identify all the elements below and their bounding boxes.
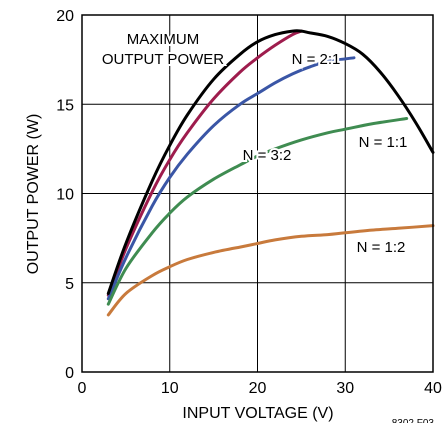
figure-id: 8302 F03	[392, 418, 435, 423]
tick-labels: 0 10 20 30 40 0 5 10 15 20	[56, 8, 442, 397]
series-label-1: N = 2:1	[292, 51, 341, 68]
series-line-0	[106, 29, 435, 295]
series-label-4: N = 1:2	[357, 239, 406, 256]
x-axis-title: INPUT VOLTAGE (V)	[182, 405, 333, 422]
series-line-2	[106, 56, 356, 301]
series-line-1	[106, 29, 303, 297]
y-tick-label: 0	[65, 365, 74, 382]
x-tick-label: 10	[161, 380, 179, 397]
series-label-2: N = 3:2	[243, 147, 292, 164]
series-label-0: MAXIMUM OUTPUT POWER	[102, 31, 224, 68]
y-tick-label: 20	[56, 8, 74, 25]
series-label-3: N = 1:1	[359, 134, 408, 151]
series-lines	[106, 29, 435, 317]
x-tick-label: 0	[78, 380, 87, 397]
y-axis-title: OUTPUT POWER (W)	[25, 114, 42, 275]
series-labels: MAXIMUM OUTPUT POWER N = 2:1 N = 3:2 N = 1:1…	[100, 29, 410, 258]
series-line-3	[106, 117, 409, 306]
y-tick-label: 5	[65, 276, 74, 293]
grid	[82, 15, 433, 372]
series-line-4	[106, 224, 435, 317]
x-tick-label: 20	[249, 380, 267, 397]
x-tick-label: 30	[336, 380, 354, 397]
plot-frame	[81, 14, 434, 373]
y-tick-label: 15	[56, 97, 74, 114]
x-tick-label: 40	[424, 380, 442, 397]
y-tick-label: 10	[56, 187, 74, 204]
